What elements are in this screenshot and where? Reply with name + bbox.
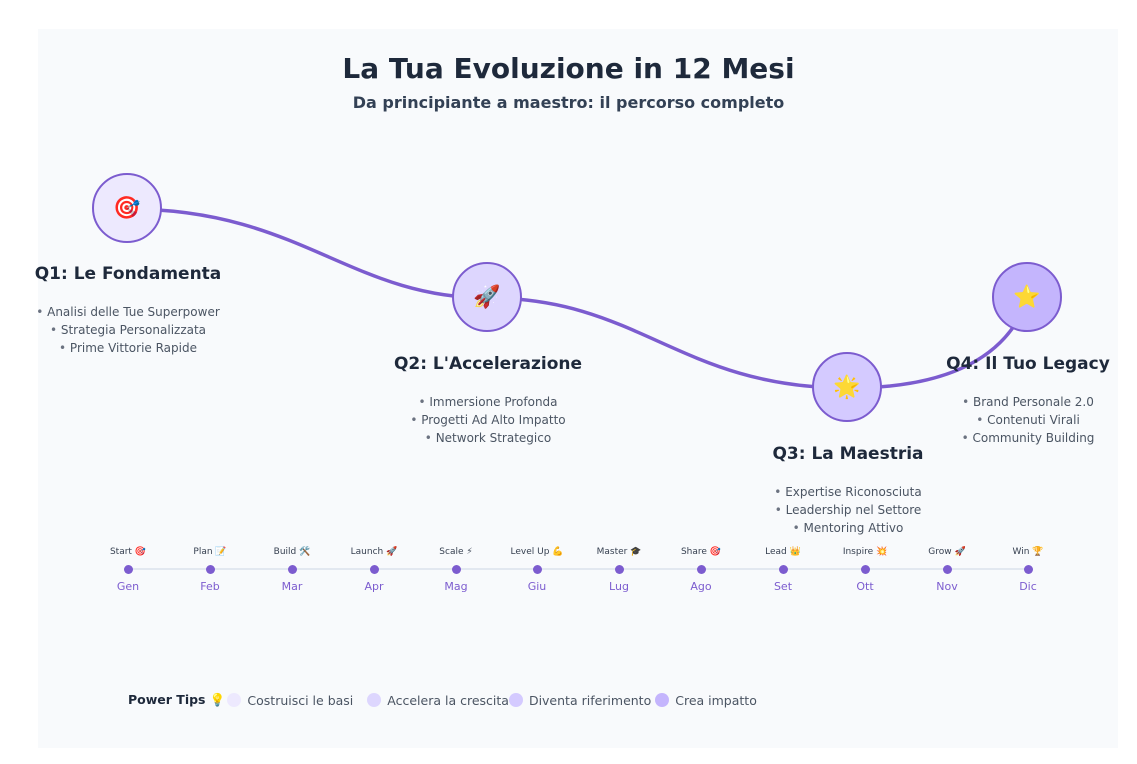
legend-swatch [227,693,242,707]
q2-title: Q2: L'Accelerazione [393,354,583,374]
timeline-month: Set [773,580,793,593]
timeline-label: Build 🛠️ [273,547,311,557]
spinning-star-icon: 🌟 [833,374,861,400]
list-item: Brand Personale 2.0 [898,393,1137,411]
q2-list: Immersione Profonda Progetti Ad Alto Imp… [358,393,618,447]
list-item: Leadership nel Settore [718,501,978,519]
legend-item-basi: Costruisci le basi [227,693,353,708]
timeline-item-dic: Win 🏆 Dic [983,546,1073,593]
legend: Power Tips 💡 Costruisci le basi Accelera… [128,690,757,710]
timeline-dot [451,565,461,574]
list-item: Immersione Profonda [358,393,618,411]
legend-item-riferimento: Diventa riferimento [508,692,652,708]
timeline-dot [1023,565,1033,574]
rocket-icon: 🚀 [473,284,501,310]
legend-label: Crea impatto [675,692,757,708]
timeline-item-giu: Level Up 💪 Giu [492,546,582,593]
legend-title: Power Tips 💡 [128,692,226,707]
timeline-label: Scale ⚡ [439,547,473,557]
list-item: Community Building [898,429,1137,447]
legend-label: Diventa riferimento [528,692,652,708]
timeline-item-feb: Plan 📝 Feb [165,546,255,593]
timeline-month: Gen [116,580,140,593]
timeline-label: Inspire 💥 [842,547,888,557]
timeline-item-apr: Launch 🚀 Apr [329,546,419,593]
legend-swatch [367,693,382,707]
timeline-dot [205,565,215,574]
timeline-item-ago: Share 🎯 Ago [656,546,746,593]
timeline-item-set: Lead 👑 Set [738,546,828,593]
sparkle-star-icon: ⭐ [1013,284,1041,310]
timeline-month: Nov [936,580,958,593]
legend-label: Accelera la crescita [387,692,509,708]
timeline-item-lug: Master 🎓 Lug [574,546,664,593]
timeline-month: Mag [444,580,468,593]
timeline-label: Launch 🚀 [350,547,398,557]
list-item: Analisi delle Tue Superpower [0,303,258,321]
q3-title: Q3: La Maestria [772,444,924,464]
timeline-dot [532,565,542,574]
list-item: Progetti Ad Alto Impatto [358,411,618,429]
timeline-month: Mar [281,580,303,593]
timeline-month: Ott [856,580,874,593]
list-item: Contenuti Virali [898,411,1137,429]
milestone-q2: 🚀 [452,262,522,332]
timeline-item-mag: Scale ⚡ Mag [411,546,501,593]
timeline-dot [942,565,952,574]
list-item: Prime Vittorie Rapide [0,339,258,357]
timeline-label: Lead 👑 [765,547,801,557]
timeline-month: Giu [527,580,547,593]
timeline-item-gen: Start 🎯 Gen [83,546,173,593]
q3-list: Expertise Riconosciuta Leadership nel Se… [718,483,978,537]
timeline-dot [860,565,870,574]
list-item: Mentoring Attivo [718,519,978,537]
timeline-dot [369,565,379,574]
timeline-dot [123,565,133,574]
timeline-dot [287,565,297,574]
timeline-label: Master 🎓 [596,547,642,557]
legend-item-impatto: Crea impatto [655,693,757,708]
q4-list: Brand Personale 2.0 Contenuti Virali Com… [898,393,1137,447]
timeline-item-mar: Build 🛠️ Mar [247,546,337,593]
milestone-q4: ⭐ [992,262,1062,332]
list-item: Strategia Personalizzata [0,321,258,339]
milestone-q3: 🌟 [812,352,882,422]
q1-list: Analisi delle Tue Superpower Strategia P… [0,303,258,357]
timeline-month: Apr [364,580,384,593]
timeline-label: Level Up 💪 [510,547,564,557]
q1-title: Q1: Le Fondamenta [34,264,222,284]
list-item: Network Strategico [358,429,618,447]
timeline-dot [778,565,788,574]
timeline-line [128,568,1028,570]
page-subtitle: Da principiante a maestro: il percorso c… [352,93,785,112]
timeline-item-nov: Grow 🚀 Nov [902,546,992,593]
diagram-canvas [38,29,1118,748]
timeline-dot [696,565,706,574]
timeline-month: Feb [200,580,220,593]
timeline-label: Start 🎯 [109,547,147,557]
legend-swatch [655,693,670,707]
timeline-label: Share 🎯 [680,547,722,557]
milestone-q1: 🎯 [92,173,162,243]
q4-title: Q4: Il Tuo Legacy [946,354,1110,374]
timeline-label: Grow 🚀 [928,547,966,557]
page-title: La Tua Evoluzione in 12 Mesi [342,52,795,85]
timeline-month: Ago [690,580,712,593]
timeline-label: Win 🏆 [1012,547,1044,557]
timeline-month: Dic [1019,580,1037,593]
target-icon: 🎯 [113,195,141,221]
timeline-label: Plan 📝 [193,547,227,557]
list-item: Expertise Riconosciuta [718,483,978,501]
legend-label: Costruisci le basi [247,692,354,708]
timeline-item-ott: Inspire 💥 Ott [820,546,910,593]
timeline-month: Lug [609,580,629,593]
legend-swatch [508,693,523,707]
timeline-dot [614,565,624,574]
legend-item-crescita: Accelera la crescita [367,693,509,708]
